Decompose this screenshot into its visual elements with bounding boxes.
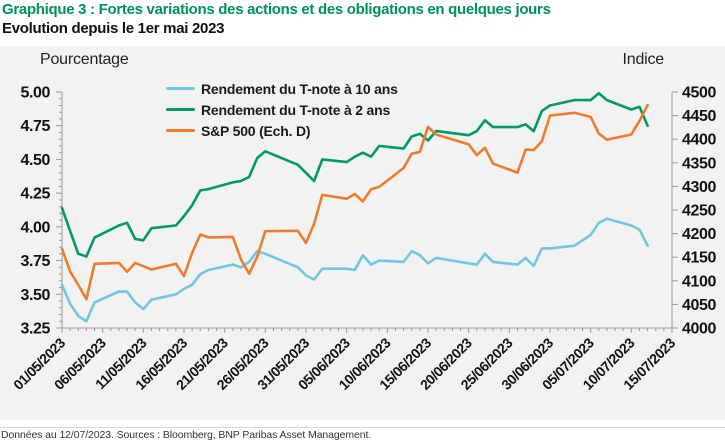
axis-tick-label: 4250 — [682, 203, 716, 220]
axis-tick-label: 4.50 — [20, 152, 50, 169]
axis-tick-label: 4150 — [682, 250, 716, 267]
axis-tick-label: 4.00 — [20, 219, 50, 236]
axis-tick-label: 4500 — [682, 85, 716, 102]
axis-tick-label: 5.00 — [20, 85, 50, 102]
axis-tick-label: 3.50 — [20, 287, 50, 304]
axis-tick-label: 4100 — [682, 273, 716, 290]
legend-swatch-10y-line-icon — [166, 87, 195, 90]
axis-tick-label: 4.75 — [20, 118, 50, 135]
axis-tick-label: 4400 — [682, 132, 716, 149]
axis-tick-label: 4050 — [682, 297, 716, 314]
page-subtitle: Evolution depuis le 1er mai 2023 — [2, 20, 225, 37]
legend-label: Rendement du T-note à 2 ans — [201, 101, 391, 118]
chart-panel — [0, 46, 725, 420]
axis-tick-label: 4.25 — [20, 186, 50, 203]
axis-tick-label: 3.25 — [20, 321, 50, 338]
axis-tick-label: 4450 — [682, 108, 716, 125]
series-line-sp500 — [60, 103, 649, 301]
legend-swatch-sp500-line-icon — [166, 129, 195, 132]
series-line-t-note-2y — [60, 91, 649, 258]
legend-label: S&P 500 (Ech. D) — [201, 122, 311, 139]
legend-swatch-2y-line-icon — [166, 108, 195, 111]
axis-tick-label: 4200 — [682, 226, 716, 243]
legend: Rendement du T-note à 10 ans Rendement d… — [166, 78, 398, 141]
right-axis-unit-label: Indice — [622, 51, 665, 68]
legend-label: Rendement du T-note à 10 ans — [201, 80, 398, 97]
axis-tick-label: 4000 — [682, 321, 716, 338]
axis-tick-label: 3.75 — [20, 253, 50, 270]
legend-item: Rendement du T-note à 2 ans — [166, 99, 398, 120]
axis-tick-label: 4350 — [682, 155, 716, 172]
legend-item: Rendement du T-note à 10 ans — [166, 78, 398, 99]
divider-line — [0, 427, 725, 428]
left-axis-unit-label: Pourcentage — [40, 51, 129, 68]
chart-canvas: 3.25 3.50 3.75 4.00 4.25 4.50 4.75 5.00 4000 4050… — [10, 85, 717, 393]
footer-note: Données au 12/07/2023. Sources : Bloombe… — [1, 429, 372, 441]
legend-item: S&P 500 (Ech. D) — [166, 120, 398, 141]
series-line-t-note-10y — [60, 217, 649, 323]
axis-tick-label: 4300 — [682, 179, 716, 196]
page-title: Graphique 3 : Fortes variations des acti… — [2, 1, 551, 18]
